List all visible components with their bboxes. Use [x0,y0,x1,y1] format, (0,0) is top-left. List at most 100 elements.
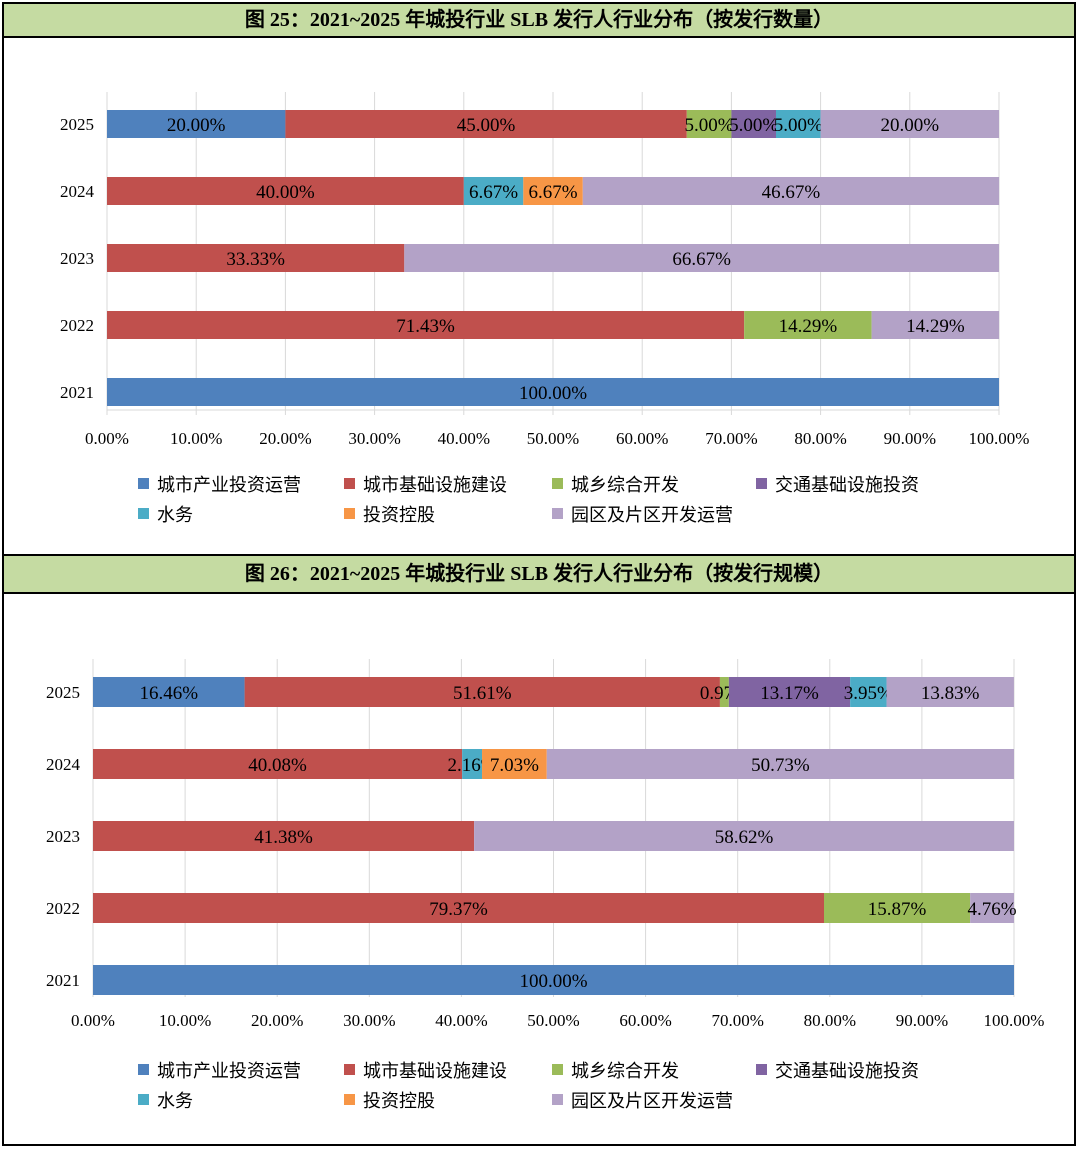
bar-segment [474,821,1014,851]
legend-label: 城乡综合开发 [571,475,679,495]
x-tick-label: 90.00% [884,429,936,448]
data-label: 45.00% [457,115,516,136]
y-category-label: 2022 [60,316,94,335]
x-tick-label: 30.00% [343,1011,395,1030]
x-tick-label: 60.00% [616,429,668,448]
bar-segment [107,244,405,272]
chart-panel-25: 图 25：2021~2025 年城投行业 SLB 发行人行业分布（按发行数量） … [2,2,1076,556]
legend-swatch [344,478,355,489]
legend-label: 园区及片区开发运营 [571,505,733,525]
legend-swatch [138,1094,149,1105]
data-label: 40.00% [256,182,315,203]
legend-label: 交通基础设施投资 [775,475,919,495]
x-tick-label: 70.00% [711,1011,763,1030]
data-label: 5.00% [685,115,734,136]
bar-segment [107,311,745,339]
y-category-label: 2024 [60,182,95,201]
x-tick-label: 100.00% [969,429,1030,448]
bar-segment [93,749,463,779]
legend-swatch [756,478,767,489]
data-label: 14.29% [906,316,965,337]
bar-segment [744,311,872,339]
bar-segment [244,677,720,707]
y-category-label: 2023 [46,827,80,846]
x-tick-label: 20.00% [251,1011,303,1030]
bar-segment [107,378,999,406]
legend-swatch [552,1094,563,1105]
x-tick-label: 30.00% [348,429,400,448]
x-tick-label: 10.00% [170,429,222,448]
data-label: 100.00% [519,971,587,992]
legend-label: 城市产业投资运营 [157,1061,301,1081]
x-tick-label: 20.00% [259,429,311,448]
x-tick-label: 80.00% [804,1011,856,1030]
y-category-label: 2022 [46,899,80,918]
data-label: 51.61% [453,683,512,704]
x-tick-label: 0.00% [71,1011,115,1030]
bar-segment [93,821,475,851]
bar-segment [482,749,547,779]
legend-label: 水务 [157,1091,193,1111]
legend-swatch [138,1064,149,1075]
legend-swatch [552,478,563,489]
bar-segment [850,677,887,707]
legend-label: 水务 [157,505,193,525]
data-label: 58.62% [715,827,774,848]
x-tick-label: 50.00% [527,429,579,448]
y-category-label: 2021 [60,383,94,402]
bar-segment [582,177,1000,205]
legend-swatch [552,508,563,519]
x-tick-label: 50.00% [527,1011,579,1030]
bar-segment [404,244,999,272]
data-label: 6.67% [469,182,518,203]
bar-segment [546,749,1014,779]
data-label: 5.00% [729,115,778,136]
data-label: 16.46% [140,683,199,704]
data-label: 40.08% [248,755,307,776]
bar-segment [93,965,1014,995]
bar-segment [523,177,583,205]
y-category-label: 2025 [46,683,80,702]
data-label: 71.43% [396,316,455,337]
data-label: 15.87% [868,899,927,920]
bar-segment [107,110,286,138]
legend-label: 城市产业投资运营 [157,475,301,495]
bar-segment [823,893,971,923]
x-tick-label: 100.00% [984,1011,1045,1030]
x-tick-label: 10.00% [159,1011,211,1030]
legend-swatch [138,508,149,519]
data-label: 20.00% [167,115,226,136]
bar-segment [886,677,1014,707]
data-label: 7.03% [490,755,539,776]
data-label: 3.95% [844,683,893,704]
legend-label: 城市基础设施建设 [363,1061,507,1081]
data-label: 46.67% [762,182,821,203]
legend-label: 交通基础设施投资 [775,1061,919,1081]
bar-segment [93,677,245,707]
legend-label: 园区及片区开发运营 [571,1091,733,1111]
bar-segment [93,893,824,923]
x-tick-label: 40.00% [438,429,490,448]
data-label: 50.73% [751,755,810,776]
bar-segment [463,177,524,205]
y-category-label: 2021 [46,971,80,990]
x-tick-label: 40.00% [435,1011,487,1030]
data-label: 33.33% [226,249,285,270]
chart-title: 图 25：2021~2025 年城投行业 SLB 发行人行业分布（按发行数量） [4,4,1074,38]
y-category-label: 2025 [60,115,94,134]
legend-swatch [344,508,355,519]
bar-segment [820,110,999,138]
legend-label: 城乡综合开发 [571,1061,679,1081]
x-tick-label: 90.00% [896,1011,948,1030]
data-label: 66.67% [672,249,731,270]
data-label: 14.29% [779,316,838,337]
bar-segment [871,311,1000,339]
legend-swatch [344,1064,355,1075]
bar-segment [462,749,483,779]
legend-label: 投资控股 [363,1091,435,1111]
legend-swatch [344,1094,355,1105]
y-category-label: 2023 [60,249,94,268]
stacked-bar-chart-25: 0.00% 10.00% 20.00% 30.00% 40.00% 50.00% 60.00… [60,92,1030,525]
bar-segment [107,177,464,205]
data-label: 100.00% [519,383,587,404]
